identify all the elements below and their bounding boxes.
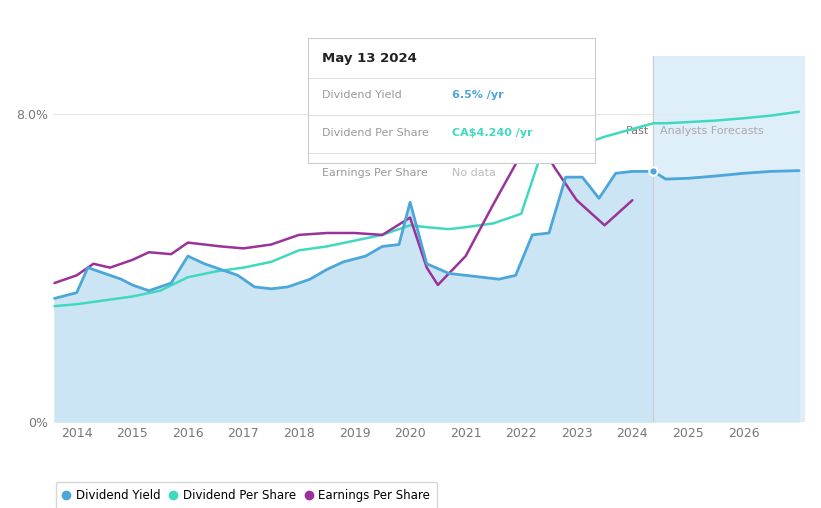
Text: Earnings Per Share: Earnings Per Share (323, 168, 428, 177)
Text: Dividend Yield: Dividend Yield (323, 90, 402, 101)
Text: 6.5% /yr: 6.5% /yr (452, 90, 503, 101)
Text: May 13 2024: May 13 2024 (323, 51, 417, 65)
Text: Dividend Per Share: Dividend Per Share (323, 128, 429, 138)
Text: CA$4.240 /yr: CA$4.240 /yr (452, 128, 532, 138)
Bar (654, 56, 805, 422)
Text: Analysts Forecasts: Analysts Forecasts (660, 126, 764, 136)
Legend: Dividend Yield, Dividend Per Share, Earnings Per Share: Dividend Yield, Dividend Per Share, Earn… (56, 482, 437, 508)
Text: No data: No data (452, 168, 495, 177)
Text: Past: Past (626, 126, 649, 136)
